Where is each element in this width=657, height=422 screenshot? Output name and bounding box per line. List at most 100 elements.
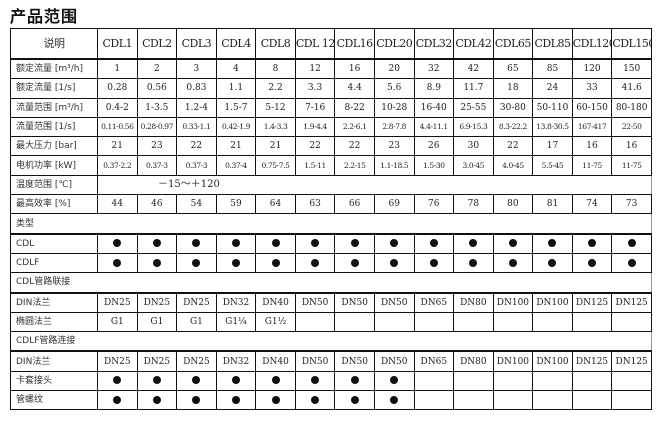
table-cell: 13.8-30.5: [532, 116, 573, 138]
bullet-dot-icon: [113, 258, 122, 267]
bullet-dot-icon: [271, 376, 280, 385]
section-header-row: CDLF管路连接: [10, 331, 652, 352]
row-label: CDL: [10, 232, 98, 254]
table-cell: 1.5-30: [413, 155, 455, 176]
spec-row: 流量范围 [1/s] 0.11-0.56 0.28-0.97 0.33-1.1 0.42…: [10, 116, 652, 138]
table-cell: [492, 232, 534, 254]
table-row: DIN法兰 DN25 DN25 DN25 DN32 DN40 DN50 DN50 DN50 DN6…: [10, 350, 652, 372]
table-cell: [611, 311, 652, 333]
table-cell: DN50: [334, 291, 375, 313]
table-cell: [453, 390, 494, 411]
bullet-dot-icon: [548, 239, 557, 248]
table-cell: [176, 252, 217, 274]
bullet-dot-icon: [231, 239, 240, 248]
table-cell: [294, 232, 336, 254]
table-cell: CDL2: [136, 28, 178, 60]
bullet-dot-icon: [152, 376, 161, 385]
table-cell: DN125: [611, 291, 652, 313]
table-cell: CDL150: [611, 28, 652, 60]
table-cell: [413, 252, 455, 274]
table-cell: G1¼: [215, 311, 257, 333]
table-cell: 1.5-11: [294, 155, 336, 176]
table-cell: 16: [611, 136, 652, 157]
table-cell: 1: [97, 58, 138, 80]
table-cell: 24: [532, 78, 573, 99]
section-header-row: CDL管路联接: [10, 272, 652, 294]
page-title: 产品范围: [10, 7, 79, 26]
table-cell: CDL42: [453, 28, 494, 60]
table-cell: 44: [97, 194, 138, 215]
table-cell: [136, 252, 178, 274]
bullet-dot-icon: [390, 239, 399, 248]
table-cell: 32: [413, 58, 455, 80]
bullet-dot-icon: [588, 258, 597, 267]
row-label: 额定流量 [m³/h]: [10, 58, 98, 80]
temperature-value: －15～＋120: [97, 174, 652, 196]
table-cell: DN65: [413, 291, 455, 313]
bullet-dot-icon: [429, 258, 438, 267]
table-cell: CDL16: [334, 28, 375, 60]
table-cell: [611, 370, 652, 392]
table-cell: 0.37-2.2: [97, 155, 138, 176]
table-cell: [532, 232, 573, 254]
table-cell: DN100: [532, 350, 573, 372]
table-cell: 12: [294, 58, 336, 80]
table-cell: 64: [255, 194, 296, 215]
table-cell: CDL20: [373, 28, 415, 60]
table-cell: 5-12: [255, 97, 296, 118]
bullet-dot-icon: [271, 239, 280, 248]
table-row: 卡套接头: [10, 370, 652, 392]
bullet-dot-icon: [311, 395, 320, 404]
table-cell: 0.33-1.1: [176, 116, 217, 138]
table-cell: 4.4-11.1: [413, 116, 455, 138]
table-cell: 16-40: [413, 97, 455, 118]
bullet-dot-icon: [350, 376, 359, 385]
table-cell: [571, 252, 613, 274]
bullet-dot-icon: [231, 376, 240, 385]
bullet-dot-icon: [271, 395, 280, 404]
bullet-dot-icon: [469, 239, 478, 248]
table-cell: 21: [97, 136, 138, 157]
table-cell: DN50: [373, 350, 415, 372]
table-cell: CDL4: [215, 28, 257, 60]
spec-row: 最大压力 [bar] 21 23 22 21 21 22 22 23 26 30 22 17 16 16: [10, 136, 652, 157]
table-cell: DN25: [136, 350, 178, 372]
efficiency-row: 最高效率 [%] 44 46 54 59 64 63 66 69 76 78 80 81 74 73: [10, 194, 652, 215]
row-label: 流量范围 [1/s]: [10, 116, 98, 138]
table-cell: CDL32: [413, 28, 455, 60]
table-cell: [611, 390, 652, 411]
bullet-dot-icon: [627, 239, 636, 248]
bullet-dot-icon: [152, 395, 161, 404]
table-cell: 16: [334, 58, 375, 80]
table-cell: [136, 390, 178, 411]
table-cell: [294, 252, 336, 274]
table-row: CDL: [10, 232, 652, 254]
table-cell: [215, 232, 257, 254]
table-cell: 33: [571, 78, 613, 99]
table-cell: 73: [611, 194, 652, 215]
table-cell: 0.28-0.97: [136, 116, 178, 138]
table-cell: DN100: [532, 291, 573, 313]
table-cell: CDL120: [571, 28, 613, 60]
table-cell: 22-50: [611, 116, 652, 138]
table-cell: 3.3: [294, 78, 336, 99]
table-cell: [255, 370, 296, 392]
table-cell: [334, 252, 375, 274]
table-cell: 65: [492, 58, 534, 80]
table-cell: 4: [215, 58, 257, 80]
table-cell: [453, 311, 494, 333]
table-cell: [492, 370, 534, 392]
bullet-dot-icon: [548, 258, 557, 267]
table-cell: [373, 390, 415, 411]
table-cell: 0.75-7.5: [255, 155, 296, 176]
table-cell: [97, 370, 138, 392]
spec-row: 额定流量 [m³/h] 1 2 3 4 8 12 16 20 32 42 65 85 120 150: [10, 58, 652, 80]
table-cell: [453, 252, 494, 274]
table-cell: DN100: [492, 291, 534, 313]
table-cell: 30-80: [492, 97, 534, 118]
table-cell: DN100: [492, 350, 534, 372]
bullet-dot-icon: [627, 258, 636, 267]
table-cell: 11-75: [611, 155, 652, 176]
bullet-dot-icon: [192, 395, 201, 404]
table-cell: 2.2: [255, 78, 296, 99]
